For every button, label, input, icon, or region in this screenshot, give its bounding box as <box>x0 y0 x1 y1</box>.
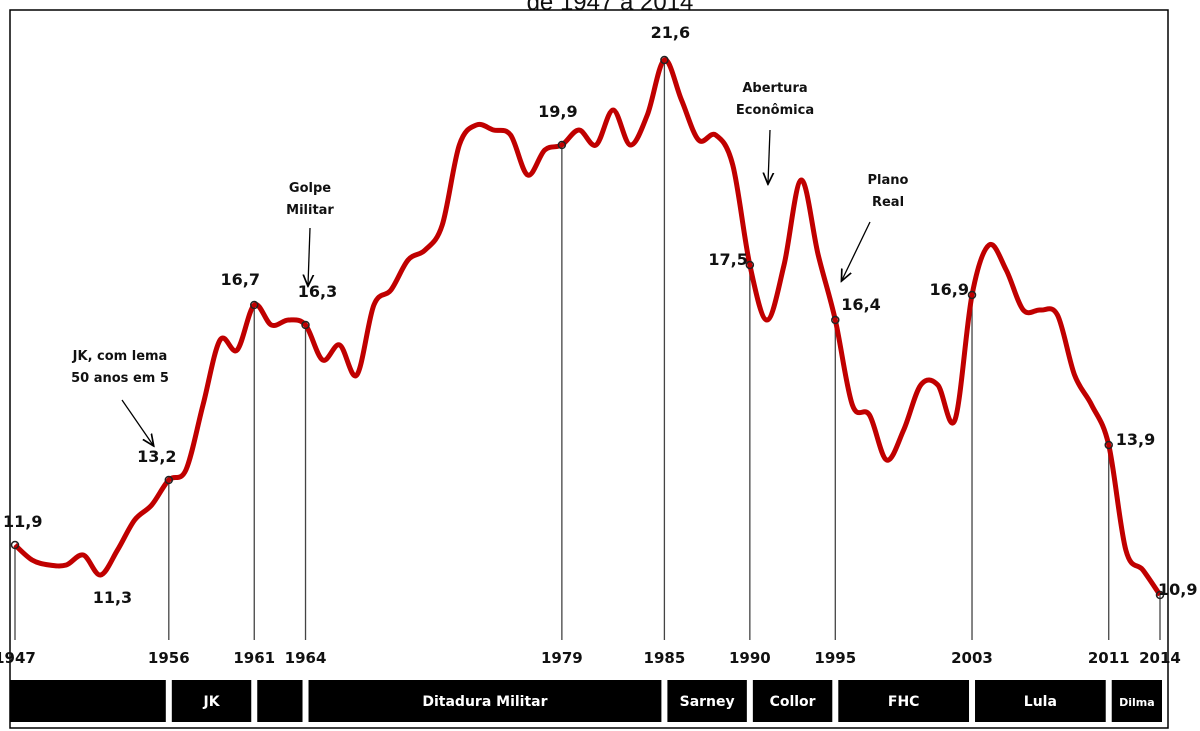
value-label: 16,4 <box>841 295 880 314</box>
point <box>831 315 840 325</box>
period-bar <box>257 680 303 722</box>
period-bar <box>667 680 747 722</box>
period-label: Lula <box>1024 694 1057 710</box>
point <box>557 140 567 150</box>
x-tick-label: 2014 <box>1139 649 1181 667</box>
point <box>1104 440 1113 450</box>
annotation: Econômica <box>736 103 814 118</box>
annotation-arrow <box>768 129 770 183</box>
period-bar <box>838 680 970 722</box>
point <box>164 475 174 485</box>
value-label: 11,9 <box>3 512 42 531</box>
annotation-arrow <box>121 399 153 445</box>
period-label: Dilma <box>1119 696 1155 709</box>
annotation-arrow <box>842 221 871 280</box>
x-tick-label: 1947 <box>0 649 36 667</box>
frame <box>9 9 1169 729</box>
x-tick-label: 1956 <box>148 649 190 667</box>
annotation: Plano <box>868 173 909 188</box>
value-label: 17,5 <box>708 250 747 269</box>
value-label: 11,3 <box>93 588 132 607</box>
x-tick-label: 2011 <box>1088 649 1130 667</box>
point <box>1155 590 1165 600</box>
annotation: Golpe <box>289 181 331 196</box>
value-label: 16,7 <box>221 270 260 289</box>
annotation: 50 anos em 5 <box>71 371 169 386</box>
annotation: JK, com lema <box>72 349 168 364</box>
period-label: Sarney <box>680 694 735 710</box>
period-bar <box>752 680 833 722</box>
period-bar <box>1111 680 1162 722</box>
value-label: 16,9 <box>930 280 969 299</box>
value-label: 10,9 <box>1158 580 1197 599</box>
x-tick-label: 2003 <box>951 649 993 667</box>
point <box>301 320 310 330</box>
point <box>745 260 755 270</box>
annotation: Real <box>872 195 904 210</box>
period-label: FHC <box>888 694 920 710</box>
period-bar <box>308 680 662 722</box>
point <box>250 300 259 310</box>
value-label: 13,2 <box>137 447 176 466</box>
point <box>660 55 669 65</box>
period-label: JK <box>202 694 220 710</box>
point <box>10 540 20 550</box>
period-bar <box>10 680 166 722</box>
period-label: Collor <box>770 694 816 710</box>
period-bar <box>171 680 252 722</box>
value-label: 19,9 <box>538 102 577 121</box>
x-tick-label: 1979 <box>541 649 583 667</box>
annotation: Militar <box>286 203 334 218</box>
annotation: Abertura <box>742 81 807 96</box>
period-bar <box>975 680 1106 722</box>
x-tick-label: 1961 <box>233 649 275 667</box>
period-label: Ditadura Militar <box>422 694 547 710</box>
x-tick-label: 1990 <box>729 649 771 667</box>
x-tick-label: 1985 <box>644 649 686 667</box>
point <box>967 290 977 300</box>
line <box>13 57 1163 597</box>
chart-title: de 1947 a 2014 <box>527 0 694 16</box>
value-label: 16,3 <box>298 282 337 301</box>
value-label: 13,9 <box>1116 430 1155 449</box>
x-tick-label: 1964 <box>285 649 327 667</box>
annotation-arrow <box>308 227 310 285</box>
value-label: 21,6 <box>651 23 690 42</box>
x-tick-label: 1995 <box>814 649 856 667</box>
